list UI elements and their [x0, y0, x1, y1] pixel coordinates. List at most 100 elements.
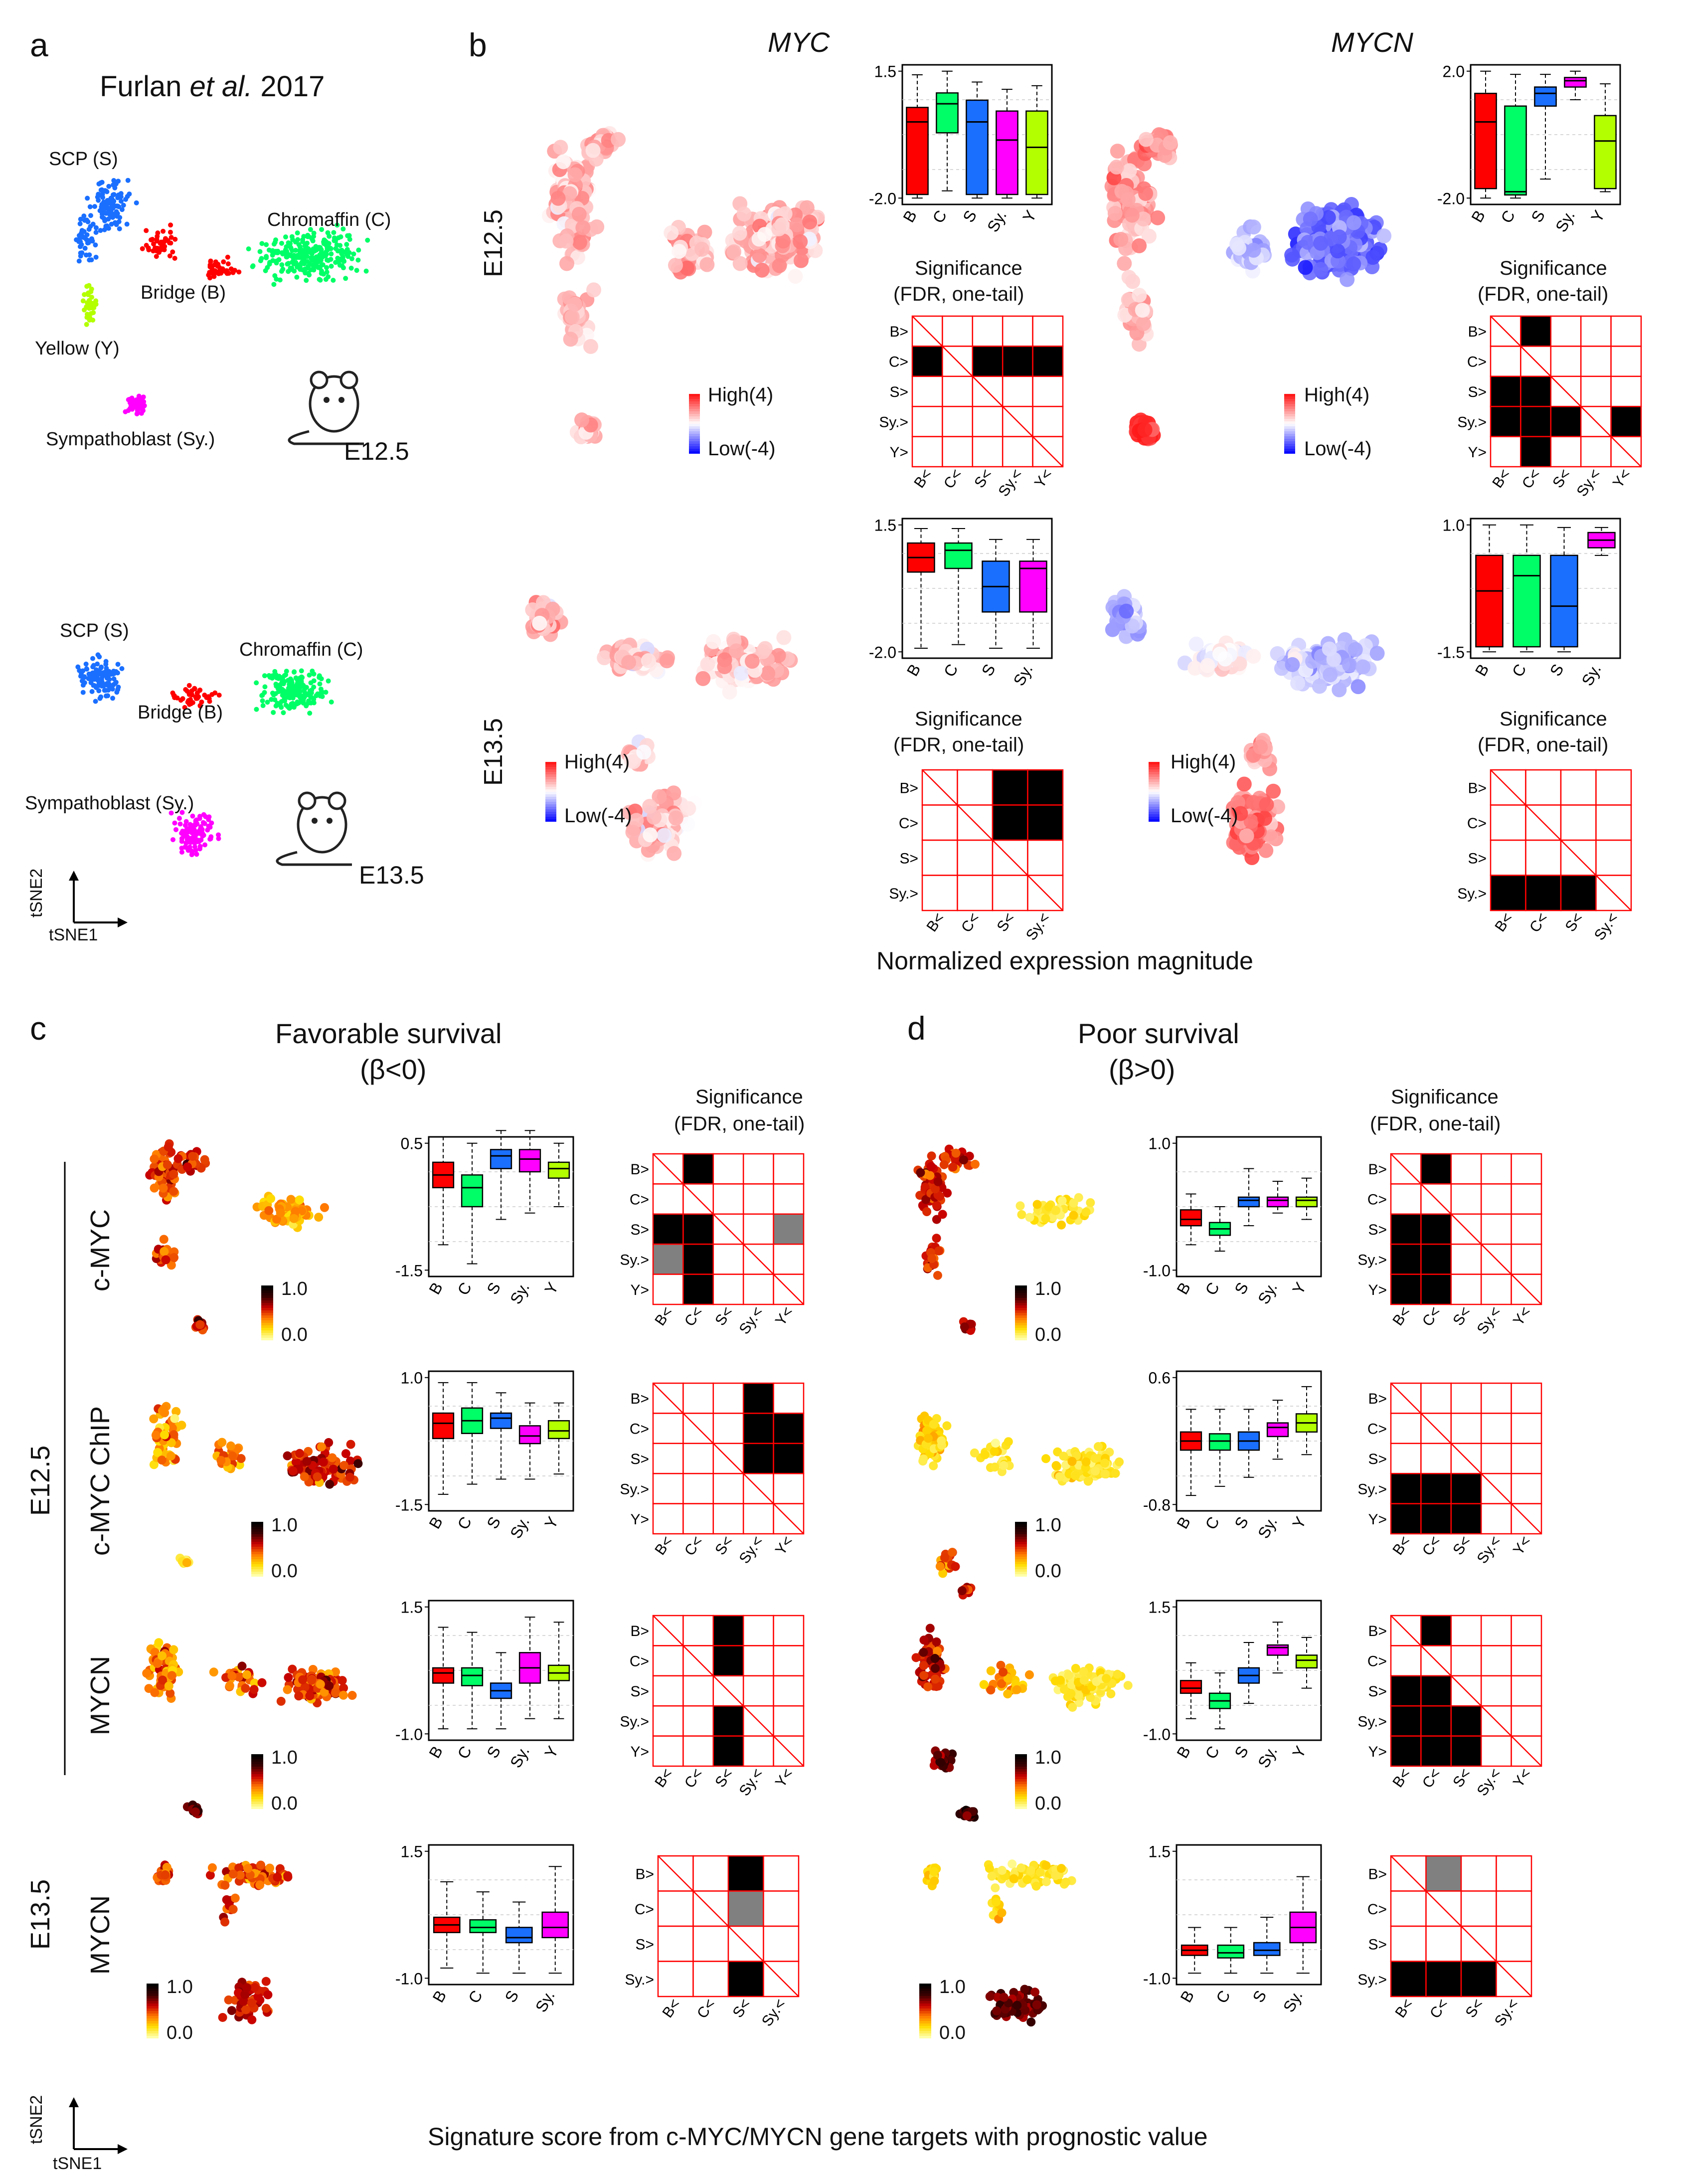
cluster-label-chromaffin-e135: Chromaffin (C) [239, 639, 363, 660]
cell-dot [652, 789, 667, 804]
cell-dot-bridge [216, 693, 222, 698]
box-Sy [1019, 560, 1047, 613]
colorbar-step [147, 2026, 159, 2028]
cell-dot-sympathoblast [206, 814, 212, 820]
colorbar-step [1149, 807, 1160, 809]
sig-cell [1595, 839, 1632, 876]
cell-dot-scp [103, 669, 109, 674]
cell-dot [919, 1636, 929, 1645]
stage-label-e125: E12.5 [344, 437, 409, 465]
cell-dot-chromaffin [308, 227, 313, 232]
significance-matrix-mycn-e135: B>C>S>Sy.>B< C< S< Sy.< [1457, 769, 1632, 943]
colorbar-step [251, 1529, 263, 1532]
row-label-e125: E12.5 [479, 209, 508, 277]
colorbar-step [1015, 1542, 1027, 1544]
colorbar-step [1015, 1799, 1027, 1802]
colorbar-step [1015, 1544, 1027, 1547]
sig-cell [1032, 346, 1064, 377]
box-Y [547, 1161, 570, 1179]
sig-cell [992, 769, 1028, 806]
cell-dot-sympathoblast [185, 848, 191, 853]
colorbar-step [1015, 1769, 1027, 1772]
sig-cell [1032, 375, 1064, 407]
cell-dot-scp [85, 219, 91, 224]
colorbar-step [919, 2008, 931, 2011]
cell-dot [1137, 422, 1153, 437]
cell-dot-bridge [144, 242, 149, 248]
cell-dot [932, 1637, 941, 1646]
score-colorbar: 1.0 0.0 [1013, 1515, 1093, 1582]
cell-dot-chromaffin [295, 264, 300, 270]
cell-dot-chromaffin [336, 259, 341, 265]
colorbar-step [251, 1759, 263, 1762]
cell-dot [1071, 1663, 1080, 1673]
cell-dot [169, 1253, 179, 1262]
cell-dot-scp [119, 666, 125, 671]
colorbar-step [261, 1328, 273, 1330]
panel-d-subtitle: (β>0) [1109, 1054, 1176, 1085]
cell-dot [621, 655, 637, 670]
cell-dot [664, 225, 679, 240]
cell-dot [236, 1454, 246, 1463]
cell-dot [226, 1441, 235, 1451]
sig-cell [1027, 769, 1064, 806]
cell-dot [289, 1214, 299, 1223]
cell-dot-chromaffin [308, 680, 314, 686]
cell-dot [585, 143, 601, 158]
sig-cell [1520, 375, 1552, 407]
cell-dot [1270, 799, 1286, 814]
sig-subtitle: (FDR, one-tail) [1478, 283, 1609, 305]
cell-dot [1246, 795, 1261, 810]
cell-dot [1303, 211, 1318, 227]
colorbar-step [251, 1562, 263, 1564]
x-tick-label: Y [541, 1279, 562, 1297]
cell-dot [234, 1863, 244, 1873]
sig-cell [1525, 769, 1562, 806]
y-tick-label: 1.5 [874, 63, 896, 81]
colorbar-step [1149, 777, 1160, 779]
box-C [461, 1174, 484, 1208]
cell-dot-scp [115, 203, 120, 209]
cell-dot [992, 1897, 1001, 1907]
cell-dot [328, 1453, 337, 1462]
x-tick-label: S [978, 661, 999, 679]
colorbar-step [1284, 421, 1295, 424]
cell-dot [313, 1472, 322, 1481]
cell-dot [1125, 618, 1140, 634]
cell-dot [697, 224, 712, 240]
cell-dot-bridge [151, 241, 157, 247]
cell-dot-scp [93, 699, 98, 704]
colorbar-step [147, 2033, 159, 2036]
sig-col-label: C< [1526, 910, 1551, 935]
colorbar-step [919, 2011, 931, 2013]
colorbar-step [1015, 1318, 1027, 1320]
sig-cell [1490, 804, 1526, 841]
cell-dot-chromaffin [257, 249, 263, 254]
cell-dot [1347, 642, 1363, 657]
sig-subtitle: (FDR, one-tail) [893, 734, 1024, 756]
box-S [1534, 86, 1557, 107]
sig-col-label: S< [994, 910, 1018, 935]
cell-dot-sympathoblast [216, 836, 221, 841]
cell-dot [170, 1414, 179, 1423]
cell-dot [291, 1457, 301, 1466]
cell-dot [938, 1210, 947, 1219]
cell-dot-bridge [194, 696, 199, 701]
colorbar-step [1015, 1285, 1027, 1288]
cell-dot-scp [93, 670, 98, 675]
cell-dot-scp [103, 659, 109, 664]
colorbar-step [1015, 1529, 1027, 1532]
cell-dot-chromaffin [280, 266, 286, 272]
sig-row-label: B> [1468, 780, 1487, 796]
cell-dot [276, 1696, 286, 1706]
cell-dot [939, 1160, 949, 1169]
cell-dot-chromaffin [279, 675, 284, 681]
colorbar-step [919, 2001, 931, 2003]
score-colorbar: 1.0 0.0 [1013, 1747, 1093, 1814]
cell-dot [611, 132, 626, 147]
cell-dot [760, 666, 776, 681]
panel-d-title: Poor survival [1078, 1018, 1239, 1049]
sig-cell [972, 315, 1004, 347]
colorbar-step [689, 449, 700, 451]
x-tick-label: Sy. [984, 207, 1010, 235]
